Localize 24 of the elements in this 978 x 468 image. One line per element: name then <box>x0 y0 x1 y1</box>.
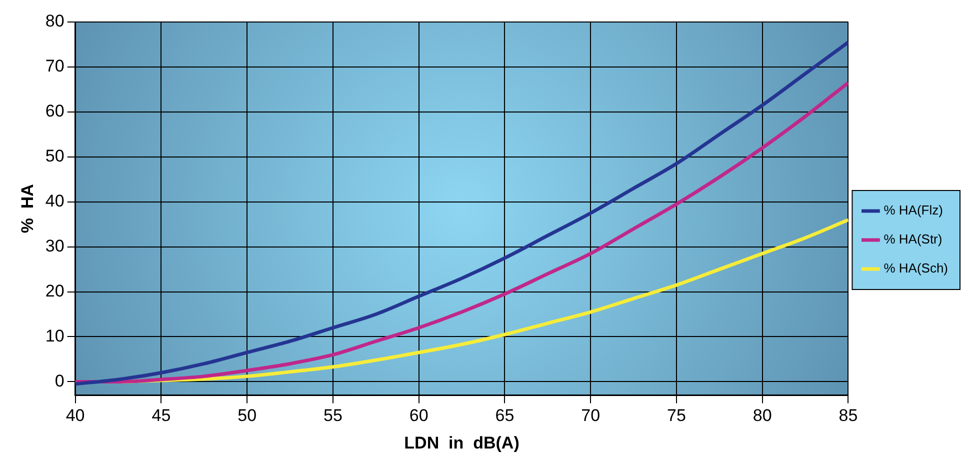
y-axis-title: % HA <box>18 184 37 234</box>
x-axis-title: LDN in dB(A) <box>404 433 520 452</box>
x-tick-label: 70 <box>581 406 600 426</box>
x-tick-label: 50 <box>238 406 257 426</box>
x-tick-label: 80 <box>752 406 772 426</box>
y-tick-label: 20 <box>45 281 64 300</box>
legend-label: % HA(Str) <box>884 232 942 247</box>
x-tick-label: 85 <box>838 406 858 426</box>
y-tick-label: 80 <box>45 12 64 31</box>
legend-label: % HA(Flz) <box>884 202 943 218</box>
y-tick-label: 40 <box>45 192 64 211</box>
y-tick-label: 10 <box>45 326 64 346</box>
x-tick-label: 75 <box>666 406 686 426</box>
y-tick-label: 0 <box>54 371 64 390</box>
y-tick-label: 70 <box>45 56 64 76</box>
y-tick-label: 50 <box>45 146 64 166</box>
y-tick-label: 60 <box>45 102 64 121</box>
y-tick-label: 30 <box>45 236 64 256</box>
x-tick-label: 60 <box>409 406 428 426</box>
x-tick-label: 55 <box>323 406 342 426</box>
x-tick-label: 65 <box>495 406 514 426</box>
x-tick-label: 45 <box>152 406 171 426</box>
legend-label: % HA(Sch) <box>884 260 948 276</box>
x-tick-label: 40 <box>66 406 85 426</box>
